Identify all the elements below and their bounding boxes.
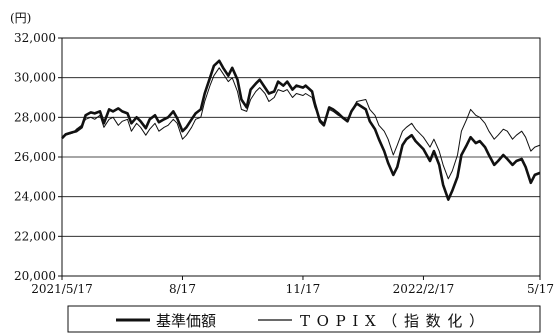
unit-label: (円) [10,11,31,25]
series-line-1 [61,67,541,180]
series-layer [61,59,541,201]
x-tick-label: 2022/2/17 [393,282,455,296]
legend: 基準価額 TOPIX（指数化） [67,305,541,333]
legend-label-series-0: 基準価額 [156,312,216,330]
y-tick-label: 26,000 [14,150,56,164]
y-axis: 32,000 30,000 28,000 26,000 24,000 22,000 20,0… [14,31,62,283]
y-tick-label: 24,000 [14,190,56,204]
y-tick-label: 22,000 [14,229,56,243]
x-tick-label: 5/17 [527,282,554,296]
y-tick-label: 28,000 [14,110,56,124]
plot-frame [61,37,541,277]
legend-label-series-1: TOPIX（指数化） [300,312,484,330]
series-line-0 [61,59,541,201]
y-tick-label: 30,000 [14,71,56,85]
x-tick-label: 8/17 [169,282,196,296]
y-tick-label: 32,000 [14,31,56,45]
x-tick-label: 2021/5/17 [31,282,93,296]
x-axis: 2021/5/17 8/17 11/17 2022/2/17 5/17 [31,276,554,296]
y-tick-label: 20,000 [14,269,56,283]
gridlines [62,77,540,237]
x-tick-label: 11/17 [286,282,321,296]
